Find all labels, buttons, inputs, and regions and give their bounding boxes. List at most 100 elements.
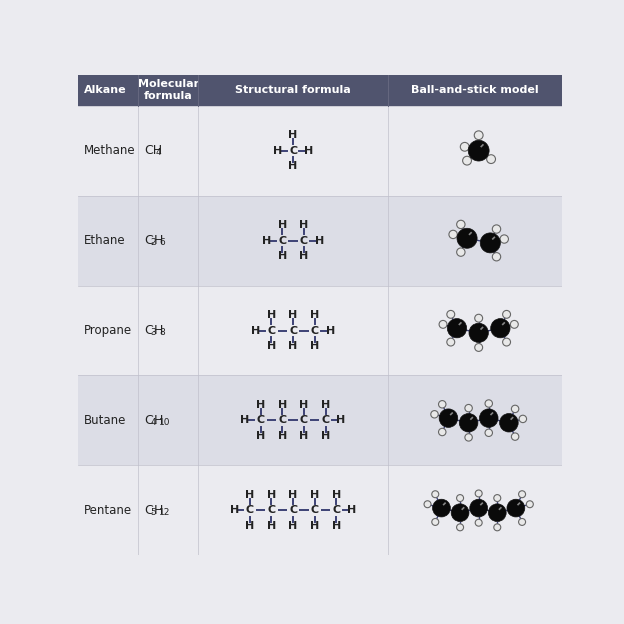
Text: C: C	[145, 504, 154, 517]
Text: C: C	[289, 326, 297, 336]
Bar	[78, 75, 139, 105]
Circle shape	[519, 490, 525, 498]
Circle shape	[512, 405, 519, 412]
Circle shape	[519, 519, 525, 525]
Text: H: H	[245, 521, 255, 531]
Text: 5: 5	[150, 508, 156, 517]
Text: H: H	[300, 400, 308, 410]
Circle shape	[519, 415, 527, 422]
Bar	[78, 195, 562, 286]
Text: C: C	[321, 416, 329, 426]
Circle shape	[485, 400, 492, 407]
Circle shape	[502, 338, 510, 346]
Circle shape	[475, 519, 482, 526]
Text: Pentane: Pentane	[84, 504, 132, 517]
Text: H: H	[288, 161, 298, 171]
Text: Methane: Methane	[84, 144, 136, 157]
Text: 3: 3	[150, 328, 156, 337]
Bar	[198, 75, 388, 105]
Text: H: H	[300, 431, 308, 441]
Text: Structural formula: Structural formula	[235, 85, 351, 95]
Text: C: C	[311, 326, 319, 336]
Circle shape	[485, 429, 492, 436]
Text: CH: CH	[145, 144, 163, 157]
Circle shape	[465, 404, 472, 412]
Circle shape	[475, 344, 482, 351]
Circle shape	[492, 225, 500, 233]
Circle shape	[468, 140, 489, 161]
Bar	[78, 286, 562, 376]
Circle shape	[451, 504, 469, 522]
Text: Butane: Butane	[84, 414, 127, 427]
Text: H: H	[300, 220, 308, 230]
Circle shape	[494, 495, 501, 502]
Text: C: C	[145, 414, 154, 427]
Bar	[139, 75, 198, 105]
Text: H: H	[332, 521, 341, 531]
Text: H: H	[154, 234, 163, 247]
Text: H: H	[256, 431, 265, 441]
Circle shape	[487, 155, 495, 163]
Circle shape	[462, 156, 472, 165]
Circle shape	[480, 233, 500, 253]
Text: H: H	[304, 145, 313, 155]
Text: C: C	[278, 416, 286, 426]
Text: 12: 12	[159, 508, 170, 517]
Circle shape	[457, 220, 465, 228]
Text: C: C	[145, 324, 154, 337]
Text: C: C	[289, 145, 297, 155]
Circle shape	[439, 401, 446, 408]
Text: H: H	[288, 341, 298, 351]
Text: H: H	[288, 130, 298, 140]
Circle shape	[424, 501, 431, 508]
Text: H: H	[326, 326, 335, 336]
Circle shape	[439, 409, 458, 427]
Bar	[78, 105, 562, 195]
Text: 4: 4	[155, 148, 161, 157]
Circle shape	[447, 319, 467, 338]
Circle shape	[449, 230, 457, 238]
Text: H: H	[310, 521, 319, 531]
Circle shape	[439, 321, 447, 328]
Text: 6: 6	[159, 238, 165, 247]
Circle shape	[500, 414, 518, 432]
Circle shape	[479, 409, 498, 427]
Text: H: H	[332, 490, 341, 500]
Circle shape	[457, 495, 464, 502]
Text: H: H	[348, 505, 356, 515]
Circle shape	[432, 519, 439, 525]
Text: C: C	[145, 234, 154, 247]
Text: 2: 2	[150, 238, 156, 247]
Text: H: H	[300, 251, 308, 261]
Circle shape	[469, 323, 489, 343]
Text: Ball-and-stick model: Ball-and-stick model	[411, 85, 539, 95]
Circle shape	[510, 321, 519, 328]
Bar	[78, 466, 562, 555]
Text: Propane: Propane	[84, 324, 132, 337]
Circle shape	[457, 524, 464, 531]
Text: H: H	[278, 220, 287, 230]
Text: H: H	[278, 251, 287, 261]
Text: Ethane: Ethane	[84, 234, 126, 247]
Circle shape	[494, 524, 501, 531]
Circle shape	[502, 310, 510, 318]
Circle shape	[432, 490, 439, 498]
Text: H: H	[310, 310, 319, 320]
Text: H: H	[288, 490, 298, 500]
Circle shape	[457, 228, 477, 248]
Text: 10: 10	[159, 418, 170, 427]
Bar	[78, 376, 562, 466]
Text: Alkane: Alkane	[84, 85, 127, 95]
Circle shape	[507, 499, 525, 517]
Circle shape	[447, 310, 455, 318]
Circle shape	[475, 490, 482, 497]
Text: C: C	[246, 505, 254, 515]
Circle shape	[439, 428, 446, 436]
Text: H: H	[310, 490, 319, 500]
Text: C: C	[300, 416, 308, 426]
Text: H: H	[266, 341, 276, 351]
Circle shape	[432, 499, 451, 517]
Circle shape	[459, 414, 478, 432]
Text: C: C	[278, 236, 286, 246]
Text: H: H	[266, 521, 276, 531]
